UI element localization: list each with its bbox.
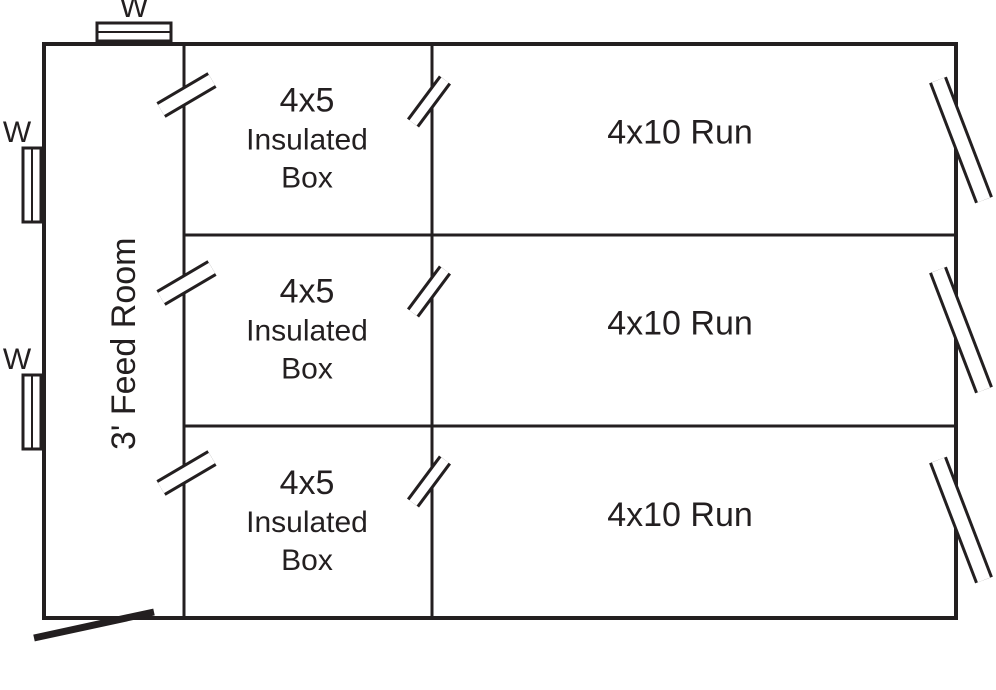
- box-title: 4x5: [280, 82, 335, 120]
- box-sublabel: Insulated: [246, 506, 368, 539]
- box-sublabel: Insulated: [246, 315, 368, 348]
- box-title: 4x5: [280, 464, 335, 502]
- window-label: W: [120, 0, 149, 24]
- window-label: W: [3, 116, 32, 149]
- box-sublabel: Box: [281, 544, 333, 577]
- box-sublabel: Box: [281, 162, 333, 195]
- box-sublabel: Insulated: [246, 124, 368, 157]
- run-label: 4x10 Run: [607, 496, 753, 534]
- box-title: 4x5: [280, 273, 335, 311]
- feed-room-label: 3' Feed Room: [105, 238, 143, 450]
- run-label: 4x10 Run: [607, 305, 753, 343]
- window-label: W: [3, 343, 32, 376]
- canvas-bg: [0, 0, 996, 690]
- box-sublabel: Box: [281, 353, 333, 386]
- run-label: 4x10 Run: [607, 114, 753, 152]
